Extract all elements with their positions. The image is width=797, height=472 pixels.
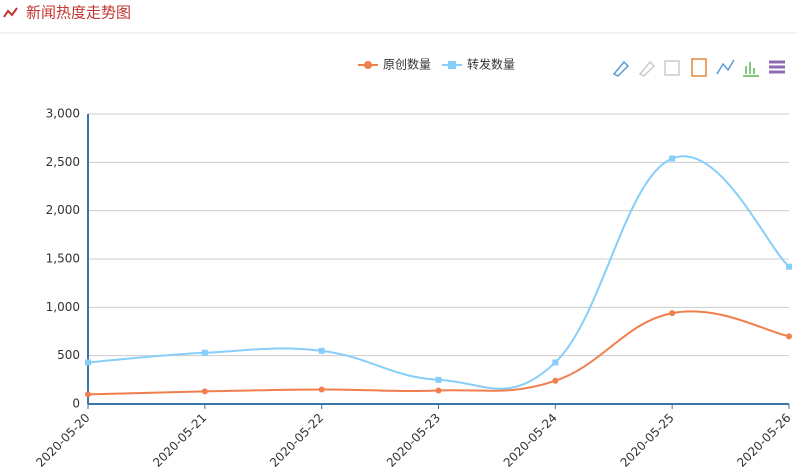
y-tick-label: 0 [72,397,80,411]
title-icon [3,7,18,18]
legend-label: 转发数量 [467,57,515,72]
legend-label: 原创数量 [383,57,431,72]
point [85,391,91,398]
point [552,359,559,366]
tool-icon[interactable] [743,62,759,77]
y-tick-label: 2,000 [46,203,80,217]
point [318,386,325,393]
x-tick-label: 2020-05-26 [734,411,793,470]
point [552,377,559,384]
x-tick-label: 2020-05-21 [150,411,209,470]
page-title: 新闻热度走势图 [26,4,131,22]
point [201,388,208,395]
x-tick-label: 2020-05-22 [267,411,326,470]
y-tick-label: 1,000 [46,300,80,314]
point [201,349,208,356]
point [435,376,442,383]
point [435,387,442,394]
legend-item[interactable]: 转发数量 [442,57,515,72]
tool-icon[interactable] [664,60,680,76]
tool-icon[interactable] [769,60,785,74]
point [786,333,792,340]
series-line [87,155,790,390]
x-tick-label: 2020-05-25 [618,411,677,470]
point [669,310,676,317]
x-tick-label: 2020-05-20 [33,411,92,470]
x-tick-label: 2020-05-23 [384,411,443,470]
point [85,359,91,366]
y-tick-label: 500 [57,348,80,362]
tool-icon[interactable] [691,58,707,77]
point [669,155,676,162]
y-tick-label: 3,000 [46,107,80,121]
tool-icon[interactable] [612,60,630,77]
point [318,347,325,354]
tool-icon[interactable] [638,60,656,77]
legend-marker [448,61,456,69]
x-tick-label: 2020-05-24 [501,411,560,470]
y-tick-label: 1,500 [46,252,80,266]
toolbox[interactable] [612,58,785,77]
y-tick-label: 2,500 [46,155,80,169]
legend-marker [364,61,372,69]
tool-icon[interactable] [716,59,735,75]
legend-item[interactable]: 原创数量 [358,57,431,72]
point [786,263,792,270]
